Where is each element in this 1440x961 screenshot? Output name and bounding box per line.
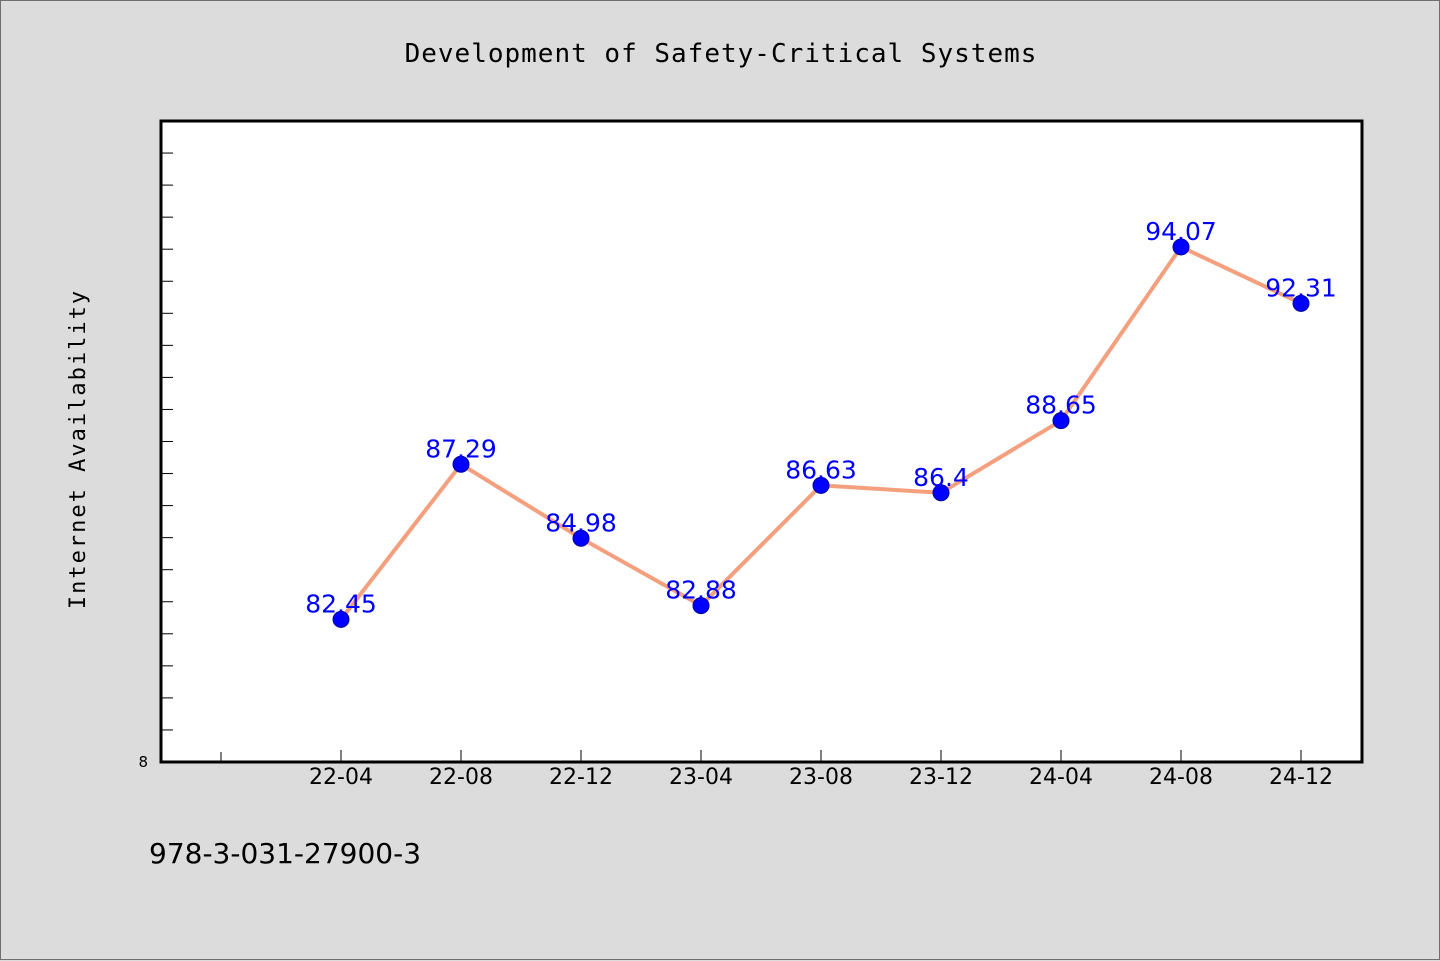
x-tick-label: 24-08: [1149, 765, 1213, 790]
x-tick-label: 24-04: [1029, 765, 1093, 790]
plot-area: [159, 119, 1364, 764]
data-label: 92.31: [1265, 273, 1337, 302]
y-tick-label: 8: [138, 753, 148, 771]
x-axis-ticks: 22-04 22-08 22-12 23-04 23-08 23-12 24-04 24-08…: [220, 750, 1333, 790]
chart-title: Development of Safety-Critical Systems: [405, 39, 1038, 69]
data-label: 87.29: [425, 434, 497, 463]
data-point: [932, 484, 950, 502]
data-label: 82.45: [305, 589, 377, 618]
data-point: [332, 610, 350, 628]
data-point: [572, 529, 590, 547]
data-label: 86.4: [913, 463, 969, 492]
y-axis-label: Internet Availability: [66, 289, 91, 609]
x-tick-label: 23-08: [789, 765, 853, 790]
footer-isbn: 978-3-031-27900-3: [149, 837, 421, 870]
series-layer: 82.45 87.29 84.98 82.88 86.63 86.4 88.65 94.07 9…: [305, 217, 1337, 628]
data-label: 82.88: [665, 576, 737, 605]
x-tick-label: 24-12: [1269, 765, 1333, 790]
data-point: [1172, 238, 1190, 256]
x-tick-label: 22-08: [429, 765, 493, 790]
data-label: 88.65: [1025, 391, 1097, 420]
data-label: 86.63: [785, 455, 857, 484]
data-point: [812, 476, 830, 494]
x-tick-label: 23-04: [669, 765, 733, 790]
y-axis-ticks: [161, 152, 173, 731]
data-point: [1052, 412, 1070, 430]
x-tick-label: 22-04: [309, 765, 373, 790]
data-label: 94.07: [1145, 217, 1217, 246]
data-point: [692, 597, 710, 615]
x-tick-label: 22-12: [549, 765, 613, 790]
data-point: [452, 455, 470, 473]
x-tick-label: 23-12: [909, 765, 973, 790]
data-point: [1292, 294, 1310, 312]
data-label: 84.98: [545, 508, 617, 537]
